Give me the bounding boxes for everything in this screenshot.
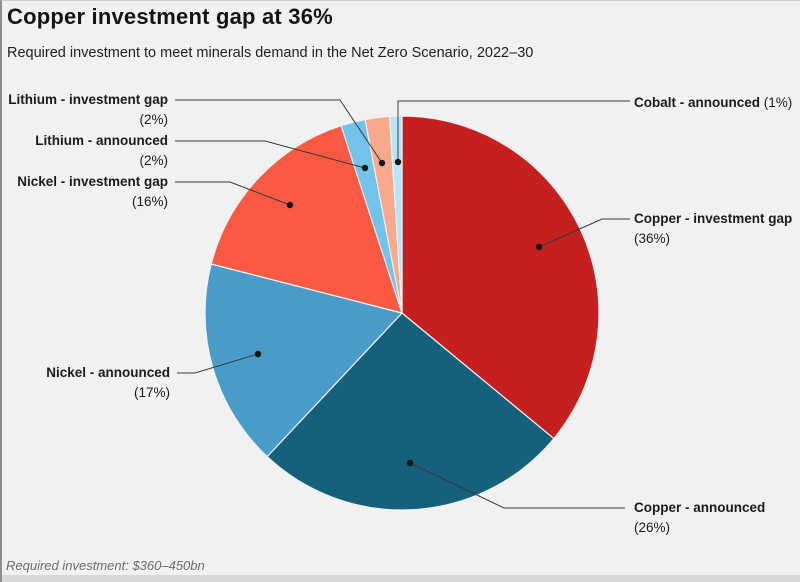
label-text: Cobalt - announced [634,95,760,110]
page-title: Copper investment gap at 36% [7,4,333,29]
label-lithium-announced: Lithium - announced (2%) [35,131,168,171]
label-text: Copper - investment gap [634,211,793,226]
label-percent: (17%) [133,385,170,400]
label-copper-investment-gap: Copper - investment gap (36%) [634,209,792,249]
footnote: Required investment: $360–450bn [6,558,205,573]
label-text: Lithium - announced [35,133,168,148]
dot-lithium-announced [361,164,369,172]
label-lithium-investment-gap: Lithium - investment gap (2%) [8,90,168,130]
leader-copper-announced [409,462,625,509]
dot-nickel-investment-gap [286,201,294,209]
leader-nickel-announced [177,353,259,374]
label-percent: (36%) [634,231,671,246]
label-text: Nickel - investment gap [17,174,168,189]
label-percent: (26%) [634,520,671,535]
dot-nickel-announced [254,350,262,358]
pie-slices [204,115,600,511]
label-percent: (2%) [139,153,168,168]
leader-lithium-announced [175,140,366,169]
label-percent: (1%) [763,95,793,110]
label-text: Lithium - investment gap [8,92,168,107]
pie-slice-nickel-investment-gap[interactable] [210,125,403,314]
label-cobalt-announced: Cobalt - announced (1%) [634,93,792,113]
label-percent: (16%) [131,194,168,209]
label-text: Nickel - announced [46,365,170,380]
dot-cobalt-announced [394,158,402,166]
leader-lines [175,99,630,509]
label-copper-announced: Copper - announced (26%) [634,498,765,538]
leader-cobalt-announced [397,100,630,162]
dot-lithium-investment-gap [378,159,386,167]
pie-slice-copper-announced[interactable] [266,312,555,511]
leader-dots [254,158,543,467]
chart-subtitle: Required investment to meet minerals dem… [7,45,534,61]
bottom-divider-bar [2,575,800,582]
label-nickel-announced: Nickel - announced (17%) [46,363,170,403]
label-text: Copper - announced [634,500,766,515]
leader-copper-investment-gap [538,218,630,248]
dot-copper-announced [406,459,414,467]
label-nickel-investment-gap: Nickel - investment gap (16%) [17,172,168,212]
pie-slice-cobalt-announced[interactable] [389,115,403,314]
dot-copper-investment-gap [535,243,543,251]
label-percent: (2%) [139,112,168,127]
leader-nickel-investment-gap [175,181,291,206]
leader-lithium-investment-gap [175,99,383,164]
